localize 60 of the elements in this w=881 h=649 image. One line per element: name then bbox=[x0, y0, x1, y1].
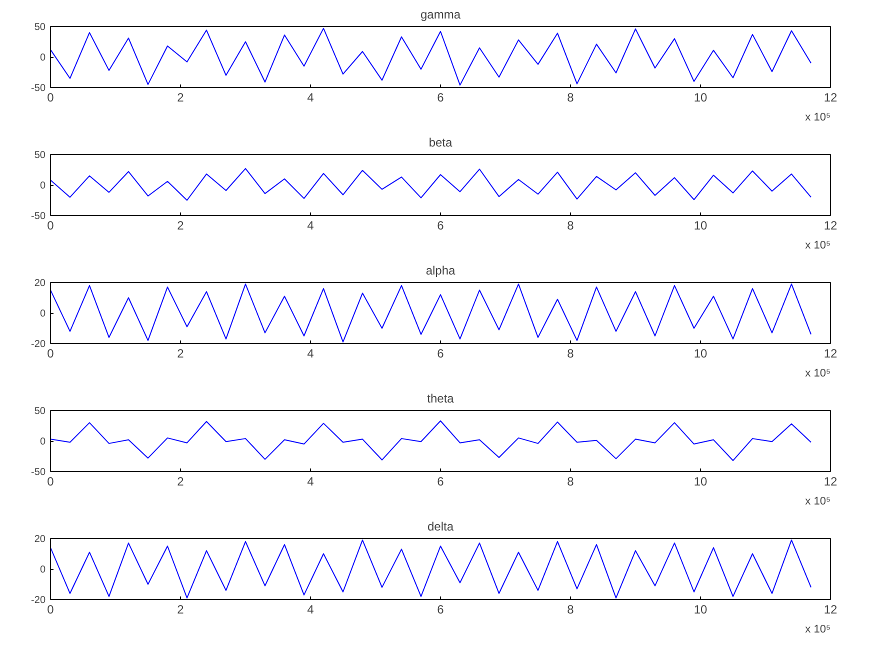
text: x 10⁵ bbox=[805, 496, 831, 508]
line-series bbox=[50, 540, 812, 598]
x-tick-label: 10 bbox=[694, 90, 708, 104]
x-tick-label: 12 bbox=[824, 218, 838, 232]
x-tick-label: 2 bbox=[177, 90, 184, 104]
chart-title: beta bbox=[428, 136, 453, 150]
line-series bbox=[50, 168, 812, 201]
line-series bbox=[50, 420, 812, 462]
x-tick-label: 10 bbox=[694, 218, 708, 232]
y-tick-label: 50 bbox=[34, 150, 46, 161]
x-tick-label: 8 bbox=[567, 602, 574, 616]
x-tick-label: 2 bbox=[177, 346, 184, 360]
y-tick-label: 0 bbox=[40, 564, 46, 576]
x-tick-label: 4 bbox=[307, 90, 314, 104]
x-tick-label: 6 bbox=[437, 90, 444, 104]
y-tick-label: 50 bbox=[34, 406, 46, 417]
x-tick-label: 12 bbox=[824, 90, 838, 104]
text: x 10⁵ bbox=[805, 368, 831, 380]
y-tick-label: 50 bbox=[34, 22, 46, 33]
chart-title: alpha bbox=[426, 264, 456, 278]
y-tick-label: 0 bbox=[40, 180, 46, 192]
line-series bbox=[50, 284, 812, 342]
line-series bbox=[50, 28, 812, 86]
x-tick-label: 8 bbox=[567, 474, 574, 488]
x-tick-label: 2 bbox=[177, 218, 184, 232]
chart-title: delta bbox=[427, 520, 454, 534]
x-tick-label: 10 bbox=[694, 474, 708, 488]
x-tick-label: 10 bbox=[694, 346, 708, 360]
y-tick-label: 0 bbox=[40, 52, 46, 64]
x-tick-label: 12 bbox=[824, 602, 838, 616]
y-tick-label: 20 bbox=[34, 278, 46, 289]
y-tick-label: -20 bbox=[31, 595, 46, 606]
x-tick-label: 6 bbox=[437, 602, 444, 616]
chart-title: theta bbox=[427, 392, 454, 406]
y-tick-label: -20 bbox=[31, 339, 46, 350]
x-tick-label: 4 bbox=[307, 218, 314, 232]
x-tick-label: 2 bbox=[177, 474, 184, 488]
y-tick-label: 0 bbox=[40, 308, 46, 320]
x-tick-label: 12 bbox=[824, 474, 838, 488]
x-tick-label: 8 bbox=[567, 90, 574, 104]
text: x 10⁵ bbox=[805, 112, 831, 124]
chart-title: gamma bbox=[420, 8, 461, 22]
x-tick-label: 8 bbox=[567, 218, 574, 232]
x-tick-label: 10 bbox=[694, 602, 708, 616]
y-tick-label: 20 bbox=[34, 534, 46, 545]
x-tick-label: 4 bbox=[307, 602, 314, 616]
y-tick-label: -50 bbox=[31, 211, 46, 222]
x-tick-label: 6 bbox=[437, 218, 444, 232]
x-tick-label: 4 bbox=[307, 346, 314, 360]
x-tick-label: 6 bbox=[437, 474, 444, 488]
text: x 10⁵ bbox=[805, 624, 831, 636]
y-tick-label: -50 bbox=[31, 467, 46, 478]
text: x 10⁵ bbox=[805, 240, 831, 252]
x-tick-label: 6 bbox=[437, 346, 444, 360]
x-tick-label: 8 bbox=[567, 346, 574, 360]
y-tick-label: 0 bbox=[40, 436, 46, 448]
x-tick-label: 12 bbox=[824, 346, 838, 360]
x-tick-label: 4 bbox=[307, 474, 314, 488]
x-tick-label: 2 bbox=[177, 602, 184, 616]
y-tick-label: -50 bbox=[31, 83, 46, 94]
